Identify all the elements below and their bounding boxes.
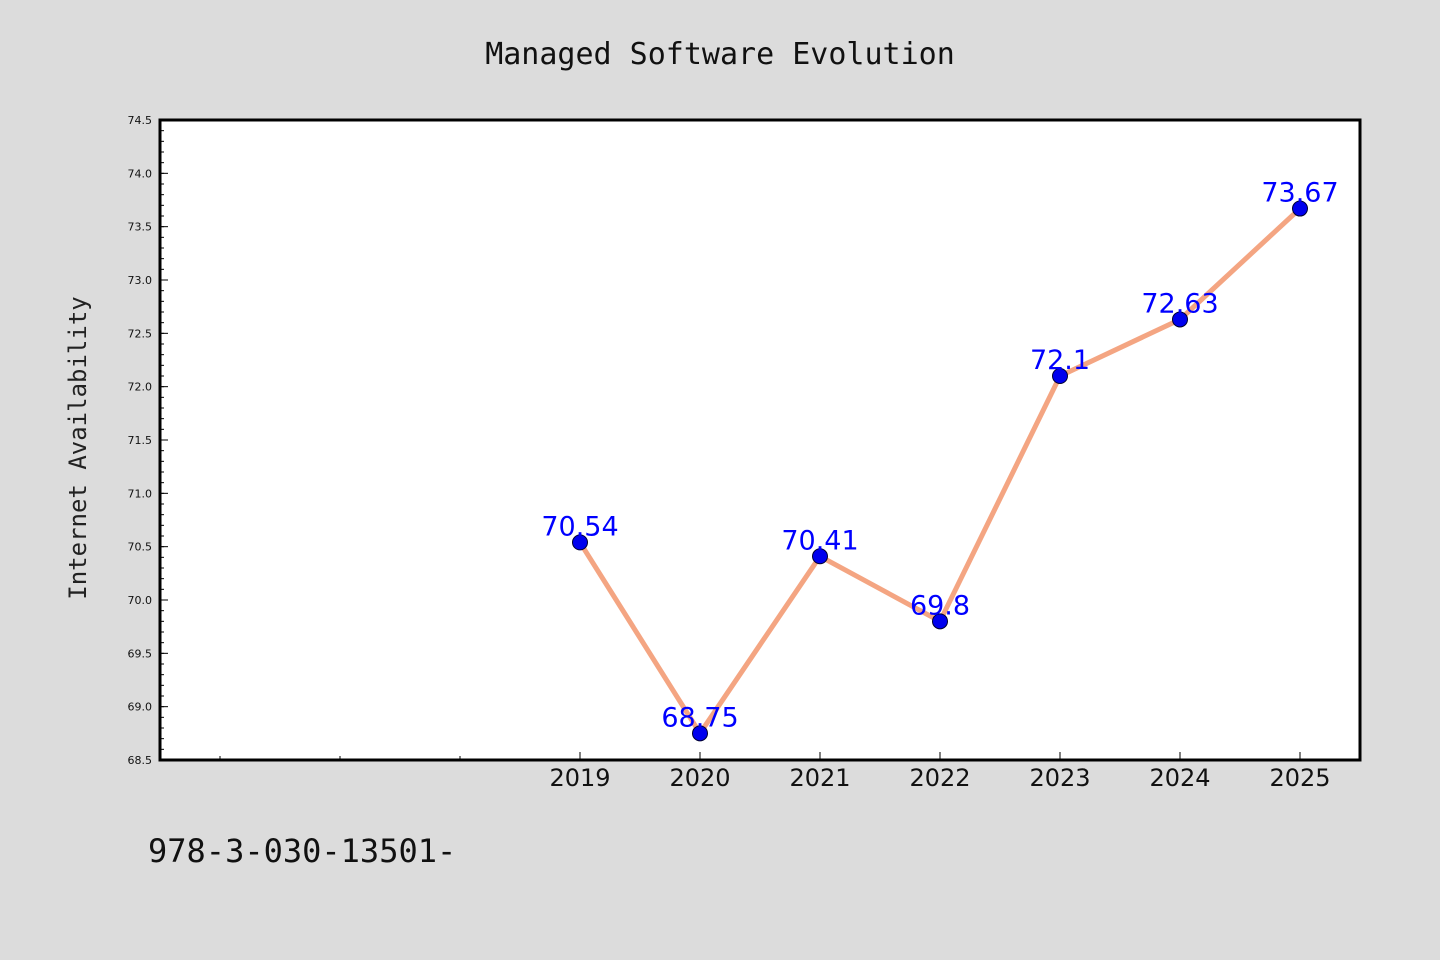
markers-layer bbox=[572, 200, 1308, 742]
x-axis-ticks: 2019 2020 2021 2022 2023 2024 2025 bbox=[219, 752, 1331, 792]
y-tick-label: 70.5 bbox=[128, 541, 153, 554]
data-point-marker bbox=[1052, 368, 1068, 384]
data-label: 72.1 bbox=[1030, 345, 1090, 376]
y-axis-ticks: 68.5 69.0 69.5 70.0 70.5 71.0 71.5 72.0 72.5 73.0… bbox=[128, 114, 168, 767]
data-point-marker bbox=[1172, 311, 1188, 328]
y-tick-label: 72.5 bbox=[128, 327, 153, 340]
y-tick-label: 74.5 bbox=[128, 114, 153, 127]
data-label: 69.8 bbox=[910, 590, 970, 621]
y-tick-label: 70.0 bbox=[128, 594, 153, 607]
y-tick-label: 69.5 bbox=[128, 647, 153, 660]
data-point-marker bbox=[812, 548, 828, 565]
data-point-marker bbox=[932, 613, 948, 630]
y-tick-label: 68.5 bbox=[128, 754, 153, 767]
y-tick-label: 74.0 bbox=[128, 167, 153, 180]
y-tick-label: 73.5 bbox=[128, 221, 153, 234]
y-axis-label: Internet Availability bbox=[64, 296, 92, 599]
y-tick-label: 73.0 bbox=[128, 274, 153, 287]
data-label: 70.41 bbox=[781, 525, 858, 556]
y-tick-label: 71.0 bbox=[128, 487, 153, 500]
chart-title: Managed Software Evolution bbox=[485, 37, 955, 72]
x-tick-label: 2021 bbox=[789, 764, 850, 792]
data-label: 68.75 bbox=[661, 702, 738, 733]
y-tick-label: 69.0 bbox=[128, 701, 153, 714]
x-tick-label: 2022 bbox=[909, 764, 970, 792]
x-tick-label: 2020 bbox=[669, 764, 730, 792]
data-label: 73.67 bbox=[1261, 178, 1338, 209]
x-tick-label: 2019 bbox=[549, 764, 610, 792]
data-point-marker bbox=[1292, 200, 1308, 217]
y-tick-label: 72.0 bbox=[128, 381, 153, 394]
plot-area bbox=[158, 118, 1362, 762]
data-point-marker bbox=[692, 725, 708, 742]
data-point-marker bbox=[572, 534, 588, 551]
data-labels-layer: 70.54 68.75 70.41 69.8 72.1 72.63 73.67 bbox=[541, 178, 1338, 734]
footer-code-text: 978-3-030-13501- bbox=[148, 832, 457, 870]
data-label: 72.63 bbox=[1141, 288, 1218, 319]
data-label: 70.54 bbox=[541, 511, 618, 542]
x-tick-label: 2023 bbox=[1029, 764, 1090, 792]
x-tick-label: 2025 bbox=[1269, 764, 1330, 792]
x-tick-label: 2024 bbox=[1149, 764, 1210, 792]
y-tick-label: 71.5 bbox=[128, 434, 153, 447]
